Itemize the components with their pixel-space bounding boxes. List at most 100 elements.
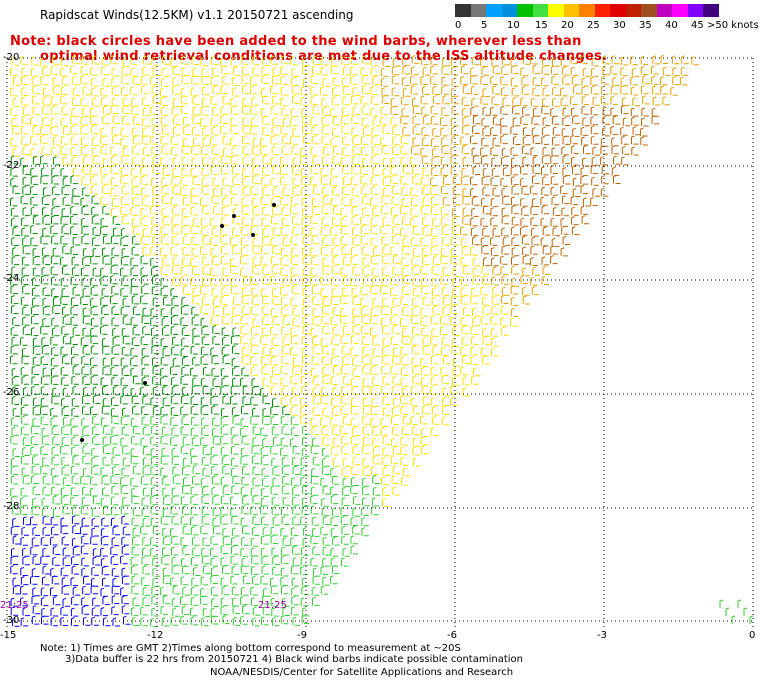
wind-barb xyxy=(52,387,60,397)
wind-barb xyxy=(111,317,119,327)
wind-barb xyxy=(130,277,139,287)
wind-barb xyxy=(370,285,378,295)
wind-barb xyxy=(351,287,360,297)
wind-barb xyxy=(381,277,390,287)
wind-barb xyxy=(320,395,328,405)
wind-barb xyxy=(60,146,68,155)
wind-barb xyxy=(312,185,321,195)
wind-barb xyxy=(20,55,28,65)
wind-barb xyxy=(181,565,190,575)
wind-barb xyxy=(170,366,178,375)
wind-barb xyxy=(280,86,289,96)
wind-barb xyxy=(80,75,88,85)
wind-barb xyxy=(280,447,288,457)
wind-barb xyxy=(51,467,59,477)
wind-barb xyxy=(191,157,200,167)
wind-barb xyxy=(411,55,420,65)
wind-barb xyxy=(282,406,290,415)
wind-barb xyxy=(630,107,639,117)
wind-barb xyxy=(132,235,140,245)
wind-barb xyxy=(470,106,478,116)
wind-barb xyxy=(272,556,280,565)
wind-barb xyxy=(262,377,270,387)
wind-barb xyxy=(21,355,29,365)
wind-barb xyxy=(112,215,121,225)
wind-barb xyxy=(242,125,251,135)
wind-barb xyxy=(230,395,238,405)
wind-barb xyxy=(392,445,401,455)
wind-barb xyxy=(112,526,120,536)
wind-barb xyxy=(370,67,379,77)
wind-barb xyxy=(111,567,120,577)
wind-barb xyxy=(11,295,19,305)
wind-barb xyxy=(51,367,59,377)
wind-barb xyxy=(523,127,531,136)
wind-barb xyxy=(10,167,18,177)
wind-barb xyxy=(451,345,459,355)
wind-barb xyxy=(462,156,470,166)
wind-barb xyxy=(90,66,98,76)
wind-barb xyxy=(270,445,278,455)
wind-barb xyxy=(102,235,111,245)
wind-barb xyxy=(111,537,120,547)
wind-barb xyxy=(192,106,200,116)
wind-barb xyxy=(150,317,158,327)
wind-barb xyxy=(62,315,71,325)
wind-barb xyxy=(183,196,191,206)
wind-barb xyxy=(171,297,179,307)
wind-barb xyxy=(121,515,129,525)
wind-barb xyxy=(330,416,338,426)
wind-barb xyxy=(281,306,289,316)
wind-barb xyxy=(22,176,31,186)
wind-barb xyxy=(180,426,189,436)
wind-barb xyxy=(342,276,350,286)
wind-barb xyxy=(140,386,148,396)
wind-barb xyxy=(390,316,398,325)
wind-barb xyxy=(91,465,99,475)
wind-barb xyxy=(402,245,410,255)
wind-barb xyxy=(470,246,478,256)
wind-barb xyxy=(82,345,91,355)
legend-tick-label: 35 xyxy=(639,20,652,31)
wind-barb xyxy=(362,276,371,286)
wind-barb xyxy=(230,496,238,506)
wind-barb xyxy=(542,87,550,97)
wind-barb xyxy=(252,206,260,216)
wind-barb xyxy=(162,397,171,407)
wind-barb xyxy=(190,345,199,355)
wind-barb xyxy=(170,246,178,256)
wind-barb xyxy=(391,185,400,195)
wind-barb xyxy=(372,347,381,357)
wind-barb xyxy=(471,97,479,107)
wind-barb xyxy=(123,615,131,625)
wind-barb xyxy=(391,385,400,395)
wind-barb xyxy=(412,105,421,114)
wind-barb xyxy=(252,466,260,476)
wind-barb xyxy=(50,375,59,385)
wind-barb xyxy=(90,366,98,376)
wind-barb xyxy=(240,455,248,465)
wind-barb xyxy=(140,175,148,185)
wind-barb xyxy=(51,215,59,225)
wind-barb xyxy=(170,416,178,426)
wind-barb xyxy=(120,267,128,277)
wind-barb xyxy=(12,517,20,527)
wind-barb xyxy=(232,616,241,626)
wind-barb xyxy=(22,326,31,336)
wind-barb xyxy=(382,487,390,496)
wind-barb xyxy=(230,277,239,287)
wind-barb xyxy=(12,226,20,236)
wind-barb xyxy=(162,326,170,336)
wind-barb xyxy=(302,527,311,537)
wind-barb xyxy=(560,97,569,107)
wind-barb xyxy=(462,376,471,386)
wind-barb xyxy=(162,476,170,486)
wind-barb xyxy=(252,67,260,77)
legend-tick-label: 20 xyxy=(561,20,574,31)
wind-barb xyxy=(620,85,628,95)
wind-barb xyxy=(120,357,129,367)
wind-barb xyxy=(212,435,221,445)
wind-barb xyxy=(482,305,490,315)
wind-barb xyxy=(361,336,370,346)
wind-barb xyxy=(481,197,489,207)
